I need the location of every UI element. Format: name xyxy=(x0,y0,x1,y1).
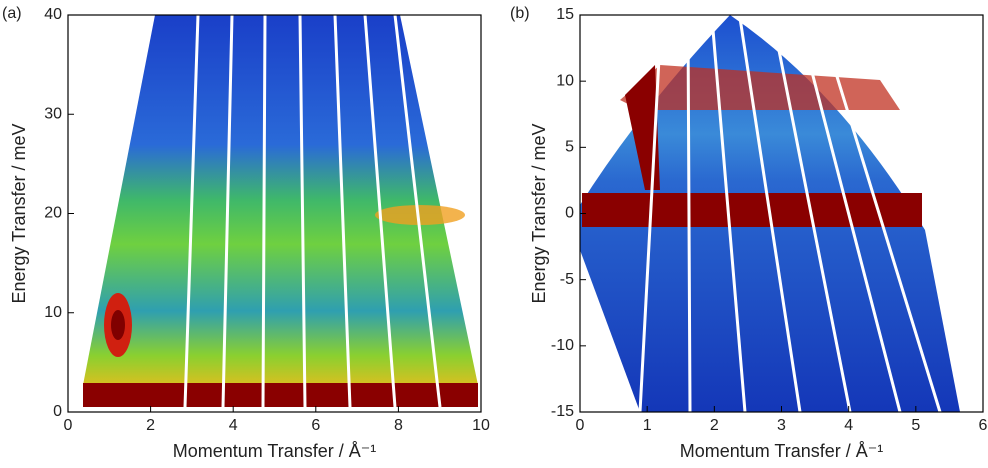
heatmap-b xyxy=(580,15,960,413)
y-axis-title: Energy Transfer / meV xyxy=(9,123,29,303)
x-tick-label: 2 xyxy=(710,417,719,434)
x-tick-label: 6 xyxy=(979,417,988,434)
panel-label: (a) xyxy=(2,5,22,22)
y-tick-label: 10 xyxy=(44,304,62,321)
x-tick-label: 0 xyxy=(576,417,585,434)
x-tick-label: 2 xyxy=(146,417,155,434)
x-tick-label: 5 xyxy=(911,417,920,434)
x-tick-label: 8 xyxy=(394,417,403,434)
y-tick-label: 10 xyxy=(556,72,574,89)
y-tick-label: 0 xyxy=(565,205,574,222)
y-tick-label: 40 xyxy=(44,6,62,23)
x-axis-title: Momentum Transfer / Å⁻¹ xyxy=(680,441,884,461)
x-axis-title: Momentum Transfer / Å⁻¹ xyxy=(173,441,377,461)
x-tick-label: 4 xyxy=(229,417,238,434)
y-tick-label: 20 xyxy=(44,205,62,222)
y-tick-label: -15 xyxy=(551,403,574,420)
x-tick-label: 10 xyxy=(472,417,490,434)
x-tick-label: 4 xyxy=(844,417,853,434)
y-tick-label: 30 xyxy=(44,105,62,122)
y-tick-label: 5 xyxy=(565,139,574,156)
y-tick-label: -5 xyxy=(560,271,574,288)
heatmap-a xyxy=(83,14,478,408)
x-tick-label: 3 xyxy=(777,417,786,434)
y-axis-title: Energy Transfer / meV xyxy=(529,123,549,303)
x-tick-label: 6 xyxy=(311,417,320,434)
y-tick-label: 15 xyxy=(556,6,574,23)
x-tick-label: 1 xyxy=(643,417,652,434)
panel-label: (b) xyxy=(510,5,530,22)
x-tick-label: 0 xyxy=(64,417,73,434)
y-tick-label: -10 xyxy=(551,337,574,354)
y-tick-label: 0 xyxy=(53,403,62,420)
